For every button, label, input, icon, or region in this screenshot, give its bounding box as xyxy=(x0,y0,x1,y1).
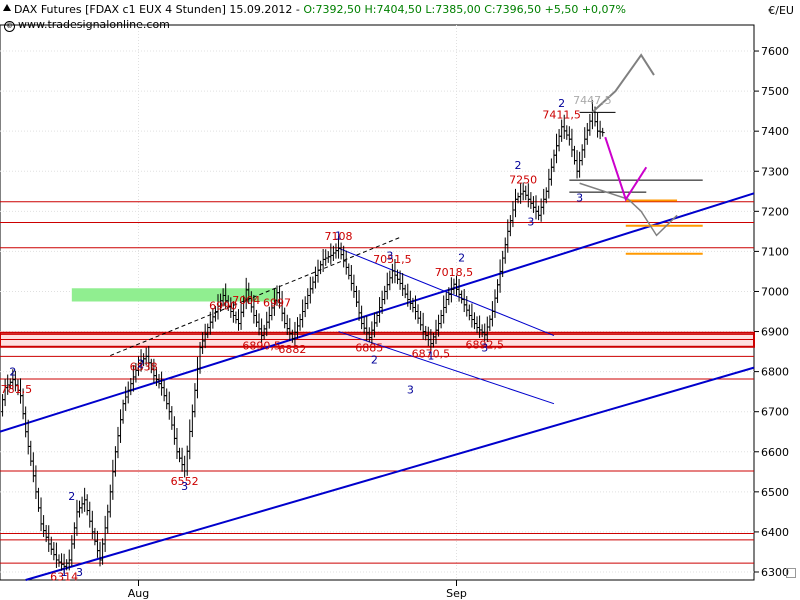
wave-label: 3 xyxy=(481,342,488,355)
y-tick-label: 6700 xyxy=(761,406,789,419)
wave-label: 2 xyxy=(138,358,145,371)
y-tick-label: 6900 xyxy=(761,326,789,339)
copyright-icon: © xyxy=(4,21,15,32)
price-label: 6552 xyxy=(171,475,199,488)
price-label: 6885 xyxy=(355,342,383,355)
wave-label: 2 xyxy=(9,366,16,379)
projection-up-path xyxy=(591,53,655,113)
wave-label: 3 xyxy=(76,566,83,579)
wave-label: 2 xyxy=(458,251,465,264)
plot-frame xyxy=(0,24,755,581)
wave-label: 1 xyxy=(335,229,342,242)
y-tick-label: 7500 xyxy=(761,85,789,98)
price-label: 7447,5 xyxy=(573,94,612,107)
chart-header: DAX Futures [FDAX c1 EUX 4 Stunden] 15.0… xyxy=(14,3,626,16)
trend-line xyxy=(110,236,401,357)
y-tick-label: 7200 xyxy=(761,205,789,218)
collapse-triangle-icon[interactable] xyxy=(3,4,11,11)
trend-line xyxy=(338,331,555,405)
unit-label: €/EU xyxy=(768,4,794,17)
price-label: 6781,5 xyxy=(0,383,32,396)
wave-label: 2 xyxy=(515,159,522,172)
y-tick-label: 7600 xyxy=(761,45,789,58)
wave-label: 3 xyxy=(386,249,393,262)
trend-line xyxy=(338,247,555,337)
price-label: 6892,5 xyxy=(465,339,504,352)
y-tick-label: 6600 xyxy=(761,446,789,459)
magenta-projection-path xyxy=(604,136,648,202)
price-label: 7018,5 xyxy=(435,266,474,279)
y-tick-label: 6400 xyxy=(761,526,789,539)
price-label: 7108 xyxy=(325,230,353,243)
wave-label: 1 xyxy=(427,350,434,363)
price-label: 6838 xyxy=(130,360,158,373)
chart-title: DAX Futures [FDAX c1 EUX 4 Stunden] 15.0… xyxy=(14,3,304,16)
price-label: 7411,5 xyxy=(542,109,581,122)
projection-down-path xyxy=(579,182,678,237)
wave-label: 3 xyxy=(576,191,583,204)
y-tick-label: 7000 xyxy=(761,285,789,298)
wave-label: 1 xyxy=(61,566,68,579)
price-label: 6890,5 xyxy=(242,339,281,352)
wave-label: 3 xyxy=(527,215,534,228)
ohlc-readout: O:7392,50 H:7404,50 L:7385,00 C:7396,50 … xyxy=(303,3,626,16)
y-tick-label: 6800 xyxy=(761,366,789,379)
resize-handle-icon[interactable] xyxy=(786,568,796,578)
price-label: 6314 xyxy=(50,570,78,583)
price-label: 6882 xyxy=(278,343,306,356)
trend-line xyxy=(25,366,755,581)
wave-label: 3 xyxy=(181,480,188,493)
x-tick-label: Aug xyxy=(128,587,149,600)
price-label: 6997 xyxy=(263,297,291,310)
y-tick-label: 7100 xyxy=(761,245,789,258)
y-tick-label: 6300 xyxy=(761,566,789,579)
y-tick-label: 7400 xyxy=(761,125,789,138)
wave-label: 2 xyxy=(68,490,75,503)
x-tick-label: Sep xyxy=(446,587,467,600)
price-label: 7051,5 xyxy=(373,253,412,266)
wave-label: 3 xyxy=(407,384,414,397)
price-label: 7250 xyxy=(509,173,537,186)
y-tick-label: 6500 xyxy=(761,486,789,499)
price-label: 7004 xyxy=(232,294,260,307)
price-label: 6870,5 xyxy=(412,347,451,360)
wave-label: 2 xyxy=(558,97,565,110)
price-label: 6990 xyxy=(209,299,237,312)
wave-label: 2 xyxy=(371,354,378,367)
y-tick-label: 7300 xyxy=(761,165,789,178)
